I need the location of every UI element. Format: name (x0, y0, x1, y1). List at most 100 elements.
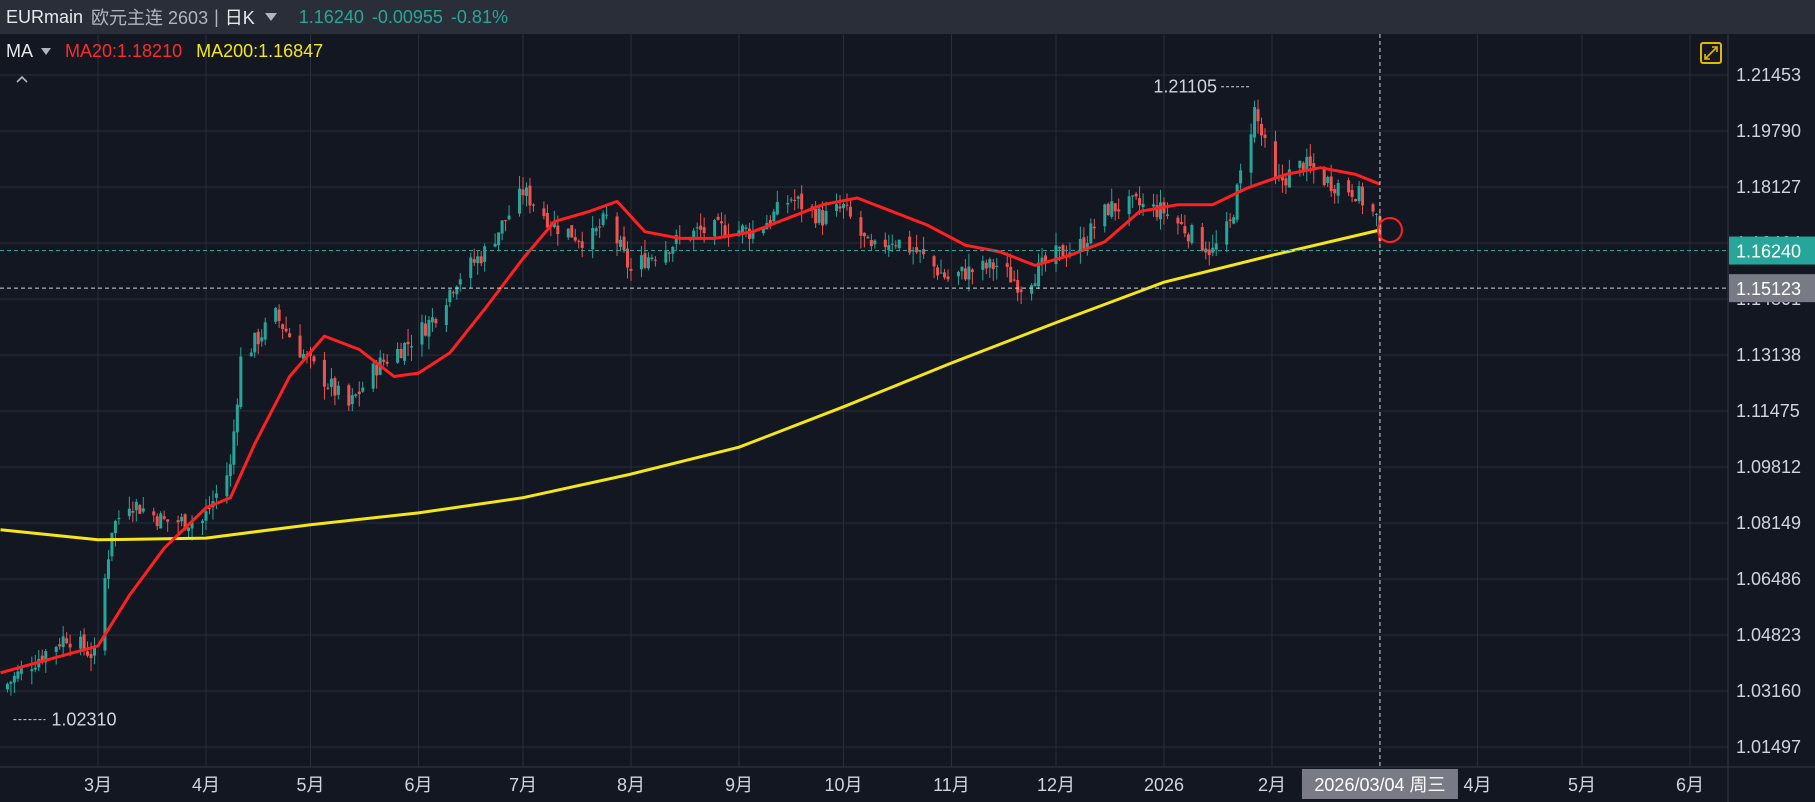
candle-body (800, 193, 804, 210)
candle-body (716, 216, 720, 220)
fullscreen-icon[interactable] (1700, 42, 1722, 64)
candle-body (1326, 177, 1330, 183)
candle-body (117, 518, 121, 520)
candle-body (598, 226, 602, 228)
ma-dropdown-icon[interactable] (41, 48, 51, 55)
candle-body (577, 240, 581, 242)
candle-body (493, 243, 497, 247)
contract-name: 欧元主连 2603 (91, 8, 209, 28)
candle-body (713, 220, 717, 237)
ma200-value: MA200:1.16847 (196, 41, 324, 61)
candle-body (1287, 169, 1291, 188)
candle-body (65, 638, 69, 644)
candle-body (887, 245, 891, 251)
candle-body (699, 225, 703, 230)
candle-body (54, 646, 58, 652)
candle-body (1256, 109, 1260, 122)
candle-body (1110, 201, 1114, 217)
symbol-label[interactable]: EURmain (6, 6, 84, 27)
ma20-line (0, 166, 1381, 675)
candle-body (1350, 189, 1354, 198)
ma-indicator-label[interactable]: MA (6, 41, 33, 61)
candle-body (841, 203, 845, 209)
last-price: 1.16240 (298, 6, 364, 27)
candle-body (134, 501, 138, 511)
candle-body (5, 683, 9, 690)
candle-body (1186, 234, 1190, 242)
candle-body (692, 230, 696, 240)
candle-body (138, 504, 142, 514)
candle-body (423, 323, 427, 336)
candle-body (410, 346, 414, 348)
candle-body (883, 239, 887, 248)
candle-body (235, 404, 239, 433)
candle-body (451, 292, 455, 294)
candle-body (103, 578, 107, 651)
crosshair-date-label: 2026/03/04 周三 (1314, 775, 1445, 795)
candle-body (845, 204, 849, 206)
candle-body (674, 234, 678, 244)
candle-body (821, 210, 825, 226)
candle-body (1127, 196, 1131, 215)
candle-body (30, 669, 34, 672)
candle-body (113, 520, 117, 534)
y-tick-label: 1.11475 (1736, 401, 1800, 421)
candle-body (1301, 162, 1305, 173)
candle-body (761, 227, 765, 234)
candle-body (1357, 186, 1361, 202)
candle-body (249, 352, 253, 357)
x-tick-label: 4月 (1463, 775, 1491, 795)
candle-body (1183, 226, 1187, 234)
candle-body (1012, 279, 1016, 281)
candle-body (385, 361, 389, 364)
candle-body (772, 211, 776, 222)
candle-body (427, 319, 431, 337)
candle-body (68, 643, 72, 648)
candle-body (810, 206, 814, 208)
candle-body (1179, 221, 1183, 224)
candle-body (1361, 186, 1365, 206)
period-dropdown-icon[interactable] (264, 13, 277, 21)
collapse-chevron-icon[interactable] (14, 72, 30, 86)
candle-body (1207, 249, 1211, 256)
candle-body (824, 211, 828, 224)
candle-body (768, 219, 772, 224)
candle-body (497, 232, 501, 246)
candle-body (890, 243, 894, 245)
candle-body (1333, 188, 1337, 194)
candle-body (650, 257, 654, 260)
candle-body (835, 204, 839, 212)
top-bar: EURmain 欧元主连 2603 | 日K 1.16240 -0.00955 … (0, 0, 1815, 34)
candle-body (566, 228, 570, 238)
candle-body (382, 359, 386, 362)
candle-body (1249, 134, 1253, 173)
period-selector[interactable]: 日K (224, 8, 255, 28)
candle-body (33, 667, 37, 670)
candle-body (106, 559, 110, 579)
candle-body (434, 319, 438, 324)
candle-body (848, 206, 852, 217)
candle-body (869, 240, 873, 246)
candle-body (1378, 216, 1382, 242)
candle-body (1374, 213, 1378, 215)
candle-body (336, 385, 340, 395)
candle-body (420, 322, 424, 345)
candle-body (988, 259, 992, 268)
candle-body (1089, 223, 1093, 244)
candle-body (862, 232, 866, 237)
candle-body (472, 259, 476, 263)
candle-body (322, 359, 326, 387)
candle-body (723, 225, 727, 237)
candle-body (214, 493, 218, 498)
candle-body (1005, 263, 1009, 267)
candle-body (274, 307, 278, 322)
candle-body (838, 206, 842, 209)
price-chart[interactable]: 1.211051.023101.214531.197901.181271.164… (0, 34, 1815, 802)
candle-body (626, 248, 630, 268)
candle-body (866, 236, 870, 239)
candle-body (448, 289, 452, 303)
candle-body (93, 647, 97, 656)
candle-body (504, 220, 508, 222)
crosshair-date-tag (1301, 769, 1458, 799)
candle-body (155, 516, 159, 527)
